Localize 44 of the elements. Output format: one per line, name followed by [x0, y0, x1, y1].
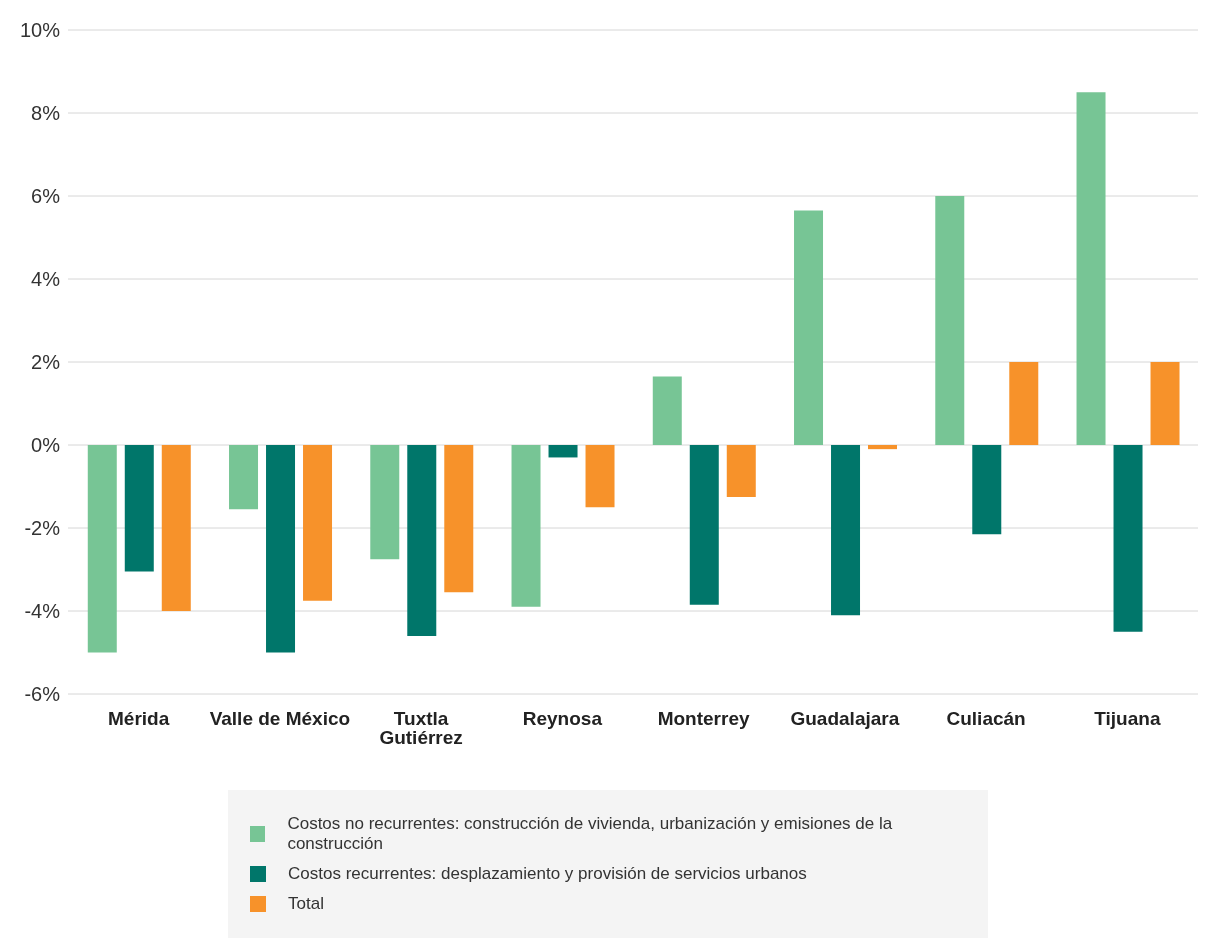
x-tick-label: Tuxtla Gutiérrez — [379, 708, 463, 749]
bar — [585, 445, 615, 508]
bar — [831, 445, 861, 616]
x-tick-label: Valle de México — [209, 708, 351, 730]
bar — [444, 445, 474, 593]
y-tick-label: 4% — [31, 268, 61, 291]
x-tick-label: Tijuana — [1094, 708, 1161, 730]
bar — [124, 445, 154, 572]
bar — [266, 445, 296, 653]
bar — [726, 445, 756, 497]
y-tick-label: -2% — [24, 517, 61, 540]
legend-label: Costos no recurrentes: construcción de vivienda, urbanización y emisiones de la construcción — [287, 814, 894, 854]
y-tick-label: 2% — [31, 351, 61, 374]
bar — [548, 445, 578, 458]
bar — [689, 445, 719, 605]
y-tick-label: 10% — [19, 19, 61, 42]
bar — [935, 196, 965, 445]
bar — [407, 445, 437, 636]
bar — [87, 445, 117, 653]
bar — [511, 445, 541, 607]
y-tick-label: 6% — [31, 185, 61, 208]
legend-label: Costos recurrentes: desplazamiento y provisión de servicios urbanos — [288, 864, 807, 884]
bar — [370, 445, 400, 560]
bar — [652, 376, 682, 445]
x-tick-label: Monterrey — [657, 708, 750, 730]
bar — [229, 445, 259, 510]
y-tick-label: 0% — [31, 434, 61, 457]
bar — [1009, 362, 1039, 445]
bar — [1150, 362, 1180, 445]
bar — [868, 445, 898, 450]
bar — [972, 445, 1002, 535]
y-tick-label: -6% — [24, 683, 61, 706]
y-tick-label: 8% — [31, 102, 61, 125]
x-tick-label: Guadalajara — [790, 708, 900, 730]
bar — [161, 445, 191, 611]
x-tick-label: Reynosa — [522, 708, 603, 730]
bar — [794, 210, 824, 445]
bar — [1113, 445, 1143, 632]
x-tick-label: Mérida — [108, 708, 170, 730]
bar — [1076, 92, 1106, 445]
bar — [303, 445, 333, 601]
y-tick-label: -4% — [24, 600, 61, 623]
legend-label: Total — [288, 894, 324, 914]
x-tick-label: Culiacán — [946, 708, 1026, 730]
